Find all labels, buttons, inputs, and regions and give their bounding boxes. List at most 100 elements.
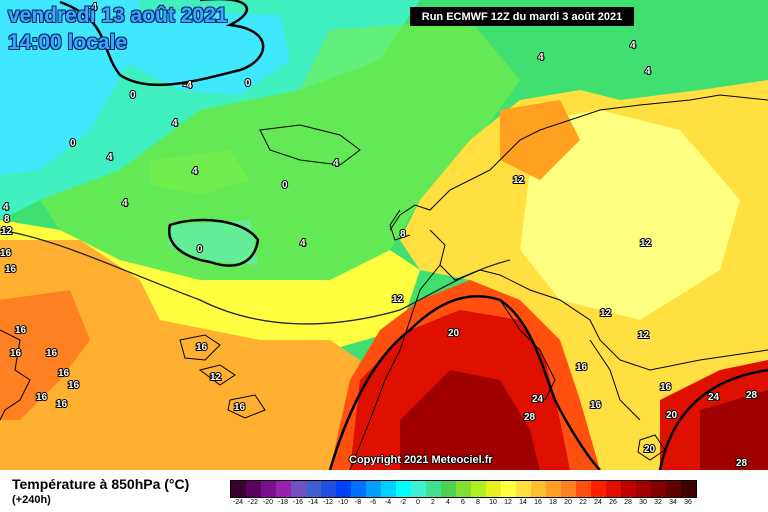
scale-swatch	[351, 481, 366, 497]
isotherm-label: 4	[645, 66, 651, 77]
scale-tick-label: -14	[307, 499, 319, 506]
zone-orange-sw	[0, 240, 360, 470]
scale-tick-label: 18	[549, 499, 557, 506]
isotherm-label: 24	[532, 394, 544, 405]
legend-subtitle: (+240h)	[12, 494, 51, 506]
scale-swatch	[606, 481, 621, 497]
isotherm-label: 16	[590, 400, 602, 411]
scale-swatch	[261, 481, 276, 497]
isotherm-label: 0	[130, 90, 136, 101]
isotherm-label: 12	[1, 226, 13, 237]
scale-tick-label: 14	[519, 499, 527, 506]
isotherm-label: -4	[88, 2, 97, 13]
scale-tick-label: 6	[461, 499, 465, 506]
isotherm-label: 0	[245, 78, 251, 89]
scale-tick-label: 26	[609, 499, 617, 506]
scale-tick-label: 34	[669, 499, 677, 506]
isotherm-label: 4	[538, 52, 544, 63]
isotherm-label: 4	[333, 158, 339, 169]
scale-tick-label: 36	[684, 499, 692, 506]
scale-swatch	[501, 481, 516, 497]
scale-tick-label: 32	[654, 499, 662, 506]
scale-swatch	[456, 481, 471, 497]
isotherm-label: 16	[10, 348, 22, 359]
scale-swatch	[306, 481, 321, 497]
scale-tick-label: 24	[594, 499, 602, 506]
scale-tick-label: -2	[399, 499, 407, 506]
scale-tick-label: -12	[322, 499, 334, 506]
isotherm-label: 28	[524, 412, 536, 423]
isotherm-12-line	[0, 229, 511, 325]
forecast-date-title: vendredi 13 août 2021	[8, 4, 228, 27]
isotherm-label: 16	[36, 392, 48, 403]
isotherm-label: 12	[638, 330, 650, 341]
scale-swatch	[366, 481, 381, 497]
scale-swatch	[231, 481, 246, 497]
scale-swatch	[636, 481, 651, 497]
scale-tick-label: -20	[262, 499, 274, 506]
legend-title: Température à 850hPa (°C)	[12, 476, 190, 492]
scale-tick-label: -22	[247, 499, 259, 506]
scale-swatch	[321, 481, 336, 497]
scale-tick-label: -10	[337, 499, 349, 506]
isotherm-label: 16	[234, 402, 246, 413]
scale-swatch	[576, 481, 591, 497]
isotherm-label: 12	[600, 308, 612, 319]
zone-dark-orange-west	[0, 290, 90, 420]
isotherm-label: 16	[56, 399, 68, 410]
scale-swatch	[396, 481, 411, 497]
isotherm-label: 28	[736, 458, 748, 469]
isotherm-20-east-line	[658, 368, 768, 470]
isotherm-20-line	[328, 295, 601, 470]
isotherm-label: 16	[58, 368, 70, 379]
scale-tick-label: -6	[369, 499, 377, 506]
isotherm-label: 0	[282, 180, 288, 191]
zone-hot-east	[700, 390, 768, 470]
map-canvas: -4 -4 0 0 0 0 0 4 4 4 4 4 4 4 4 4 4 8 8 …	[0, 0, 768, 470]
isotherm-label: 16	[5, 264, 17, 275]
isotherm-label: 16	[46, 348, 58, 359]
isotherm-label: 20	[644, 444, 656, 455]
isotherm-0-line	[167, 218, 260, 267]
scale-tick-label: 22	[579, 499, 587, 506]
scale-tick-label: 4	[446, 499, 450, 506]
isotherm-label: 16	[0, 248, 12, 259]
scale-swatch	[291, 481, 306, 497]
isotherm-label: 12	[392, 294, 404, 305]
coastlines	[0, 94, 768, 470]
scale-swatch	[561, 481, 576, 497]
isotherm-label: 20	[448, 328, 460, 339]
isotherm-label: 4	[3, 202, 9, 213]
isotherm-label: 16	[15, 325, 27, 336]
scale-swatch	[381, 481, 396, 497]
isotherm-label: 4	[107, 152, 113, 163]
scale-tick-label: -24	[232, 499, 244, 506]
scale-swatch	[546, 481, 561, 497]
isotherm-label: 12	[640, 238, 652, 249]
isotherm-label: 12	[210, 372, 222, 383]
temperature-map: -4 -4 0 0 0 0 0 4 4 4 4 4 4 4 4 4 4 8 8 …	[0, 0, 768, 470]
scale-swatch	[621, 481, 636, 497]
scale-tick-label: 12	[504, 499, 512, 506]
scale-swatch	[441, 481, 456, 497]
isotherm-labels: -4 -4 0 0 0 0 0 4 4 4 4 4 4 4 4 4 4 8 8 …	[0, 1, 759, 470]
isotherm-label: 8	[400, 229, 406, 240]
scale-swatch	[276, 481, 291, 497]
scale-tick-label: -16	[292, 499, 304, 506]
zone-hot-core	[400, 370, 540, 470]
isotherm-label: 4	[122, 198, 128, 209]
isotherm-label: 16	[196, 342, 208, 353]
isotherm-label: 0	[70, 138, 76, 149]
scale-tick-label: 8	[476, 499, 480, 506]
isotherm-label: 4	[300, 238, 306, 249]
scale-swatch	[246, 481, 261, 497]
scale-swatch	[591, 481, 606, 497]
isotherm-label: 4	[192, 166, 198, 177]
isotherm-label: 28	[746, 390, 758, 401]
isotherm-minus4-line	[59, 0, 265, 87]
forecast-time-title: 14:00 locale	[8, 31, 128, 54]
scale-swatch	[471, 481, 486, 497]
isotherm-label: 20	[666, 410, 678, 421]
scale-swatch	[336, 481, 351, 497]
scale-tick-label: 28	[624, 499, 632, 506]
